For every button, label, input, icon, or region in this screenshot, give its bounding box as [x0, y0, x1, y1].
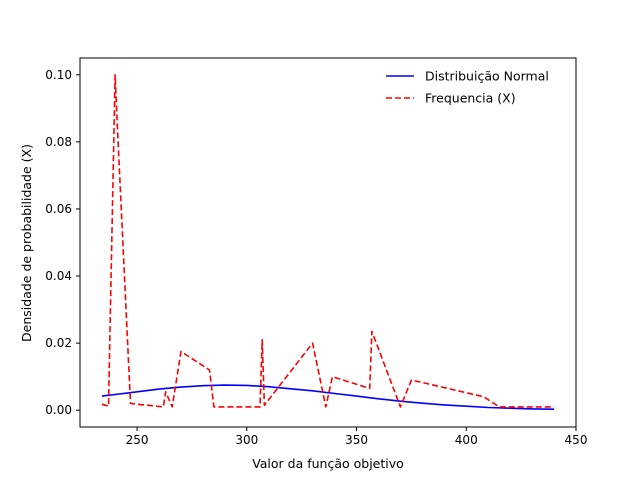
axes-frame	[79, 57, 577, 428]
legend: Distribuição Normal Frequencia (X)	[386, 69, 549, 106]
y-axis-label: Densidade de probabilidade (X)	[19, 144, 34, 342]
y-tick-label: 0.08	[45, 135, 72, 149]
series-line-2	[101, 74, 555, 408]
x-tick-label: 450	[565, 433, 588, 447]
legend-label-2: Frequencia (X)	[425, 91, 516, 106]
y-tick-label: 0.04	[45, 269, 72, 283]
x-tick-label: 350	[345, 433, 368, 447]
y-tick-label: 0.02	[45, 336, 72, 350]
x-tick-label: 250	[126, 433, 149, 447]
series-layer	[101, 74, 555, 410]
x-axis-ticks: 250 300 350 400 450	[126, 427, 588, 447]
x-tick-label: 300	[235, 433, 258, 447]
y-tick-label: 0.06	[45, 202, 72, 216]
y-tick-label: 0.00	[45, 403, 72, 417]
x-axis-label: Valor da função objetivo	[252, 456, 404, 471]
x-tick-label: 400	[455, 433, 478, 447]
y-axis-ticks: 0.00 0.02 0.04 0.06 0.08 0.10	[45, 68, 80, 417]
y-tick-label: 0.10	[45, 68, 72, 82]
legend-label-1: Distribuição Normal	[425, 69, 549, 84]
series-line-1	[101, 384, 555, 410]
